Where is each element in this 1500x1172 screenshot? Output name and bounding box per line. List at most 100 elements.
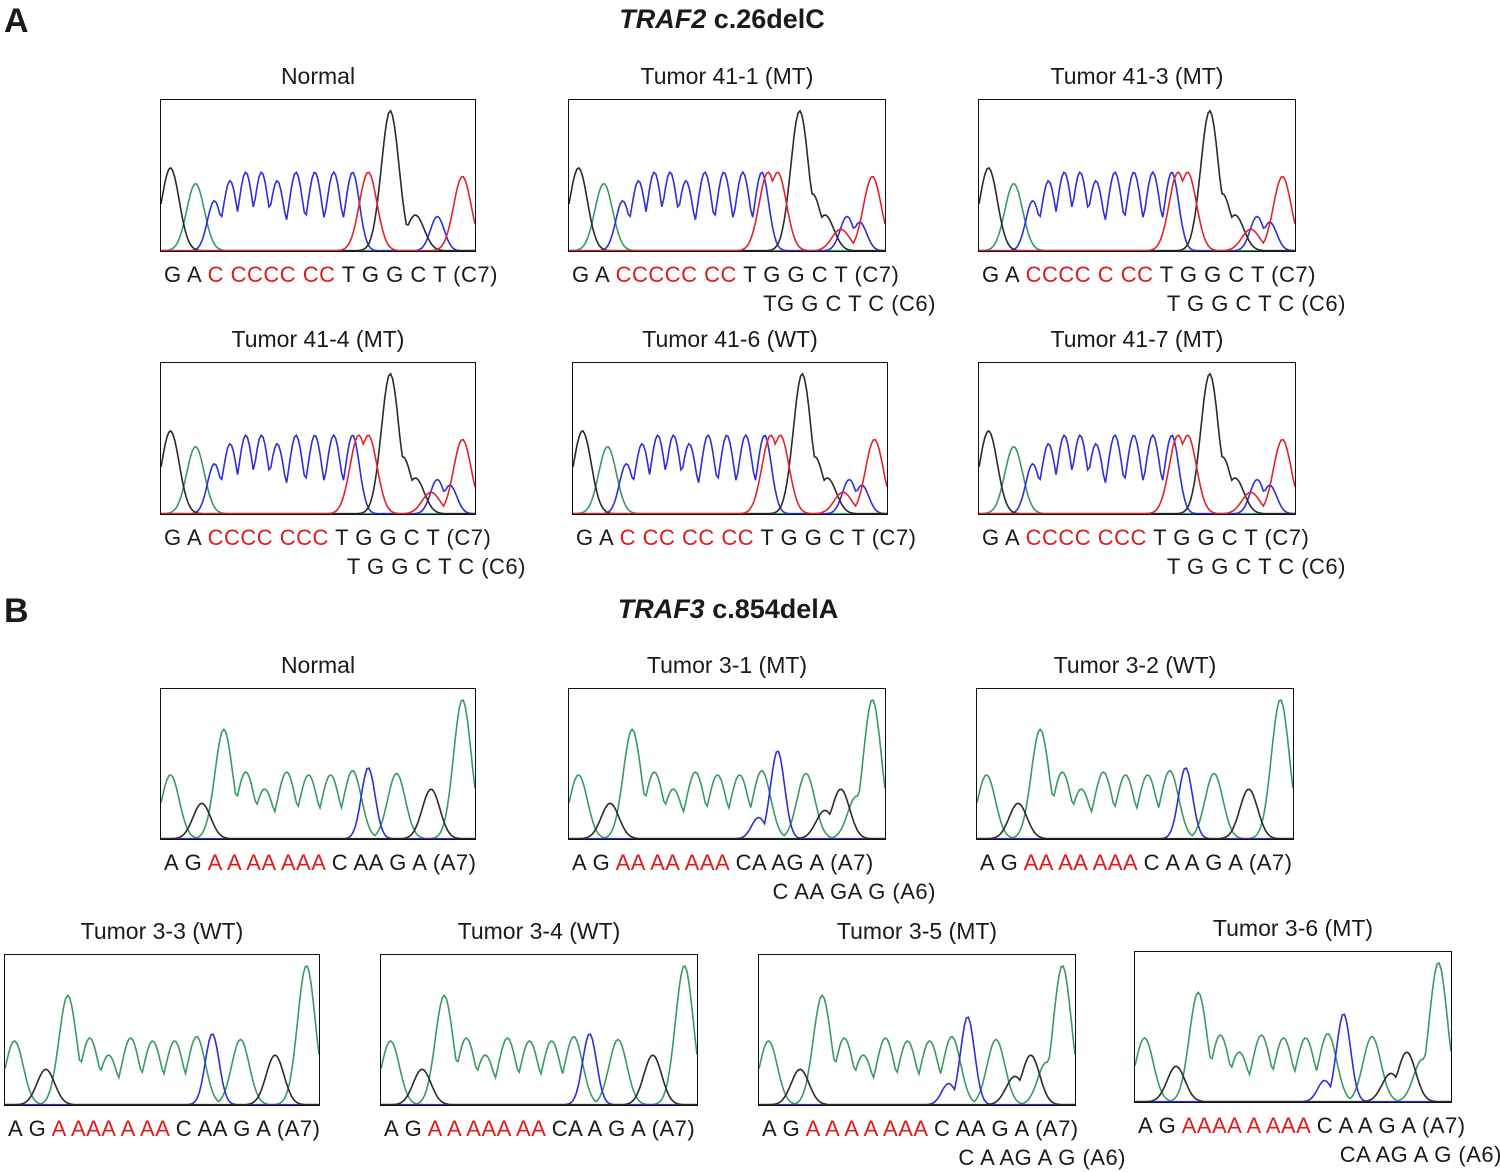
chromatogram-box (978, 99, 1296, 252)
chromatogram-trace (977, 699, 1293, 839)
sequence-suffix: T G G C T (C7) (736, 262, 900, 287)
chromatogram-box (572, 362, 888, 515)
trace-c (161, 170, 475, 251)
chromatogram-trace (5, 965, 319, 1105)
sequence-repeat: AA AA AAA (615, 850, 729, 875)
chromatogram-title: Tumor 41-6 (WT) (642, 326, 818, 352)
chromatogram-title: Tumor 3-6 (MT) (1212, 915, 1374, 941)
chromatogram-title: Tumor 41-3 (MT) (1050, 63, 1224, 89)
trace-a (569, 699, 885, 839)
sequence-suffix: C AA G A (A7) (169, 1116, 321, 1141)
trace-t (979, 434, 1295, 514)
gene-name: TRAF2 (619, 4, 707, 34)
trace-g (569, 788, 885, 839)
chromatogram-box (568, 99, 886, 252)
chromatogram-title: Tumor 41-7 (MT) (1050, 326, 1224, 352)
sequence-line-mutant: C A AG A G (A6) (958, 1145, 1126, 1170)
sequence-line: G A C CC CC CC T G G C T (C7) (576, 525, 917, 551)
sequence-suffix: C AA G A (A7) (325, 850, 477, 875)
sequence-line: A G AA AA AAA C A A G A (A7) (980, 850, 1292, 876)
chromatogram-title: Tumor 3-4 (WT) (457, 918, 621, 944)
sequence-line: A G AA AA AAA CA AG A (A7) (572, 850, 874, 876)
sequence-line-mutant: T G G C T C (C6) (346, 554, 526, 579)
trace-t (573, 434, 887, 514)
chromatogram-trace (161, 699, 475, 839)
chromatogram-box (160, 99, 476, 252)
sequence-repeat: CCCC CCC (207, 525, 329, 550)
sequence-repeat: CCCCC CC (615, 262, 737, 287)
sequence-repeat: A A AAA AA (427, 1116, 546, 1141)
sequence-line: G A CCCC CCC T G G C T (C7) (164, 525, 491, 551)
sequence-prefix: A G (1138, 1113, 1182, 1138)
chromatogram-title: Tumor 41-1 (MT) (640, 63, 814, 89)
sequence-prefix: A G (980, 850, 1024, 875)
chromatogram-trace (979, 109, 1295, 251)
chromatogram-box (976, 688, 1294, 840)
sequence-line: G A CCCC CCC T G G C T (C7) (982, 525, 1309, 551)
trace-t (161, 171, 475, 251)
chromatogram-trace (161, 372, 475, 514)
trace-c (1135, 1013, 1451, 1102)
sequence-line: G A CCCC C CC T G G C T (C7) (982, 262, 1316, 288)
sequence-suffix: T G G C T (C7) (335, 262, 498, 287)
sequence-repeat: AA AA AAA (1023, 850, 1137, 875)
chromatogram-box (380, 954, 698, 1106)
sequence-line-mutant: T G G C T C (C6) (1166, 554, 1346, 579)
chromatogram-trace (569, 699, 885, 839)
chromatogram-title: Tumor 3-1 (MT) (646, 652, 808, 678)
chromatogram-box (160, 688, 476, 840)
sequence-suffix: T G G C T (C7) (1146, 525, 1310, 550)
sequence-line: A G A A AA AAA C AA G A (A7) (164, 850, 476, 876)
trace-c (979, 170, 1295, 251)
sequence-suffix: CA AG A (A7) (728, 850, 874, 875)
sequence-repeat: CCCC C CC (1025, 262, 1154, 287)
chromatogram-trace (759, 965, 1075, 1105)
trace-t (569, 171, 885, 251)
sequence-prefix: A G (384, 1116, 428, 1141)
gene-name: TRAF3 (617, 594, 705, 624)
trace-a (5, 965, 319, 1105)
sequence-suffix: C A A G A (A7) (1136, 850, 1293, 875)
trace-g (161, 788, 475, 839)
sequence-repeat: A A AA AAA (207, 850, 326, 875)
trace-c (569, 750, 885, 839)
chromatogram-title: Tumor 3-2 (WT) (1053, 652, 1217, 678)
chromatogram-trace (979, 372, 1295, 514)
chromatogram-title: Normal (280, 652, 356, 678)
sequence-line: A G A A AAA AA CA A G A (A7) (384, 1116, 695, 1142)
sequence-repeat: AAAA A AAA (1181, 1113, 1311, 1138)
section-b-title: TRAF3 c.854delA (618, 594, 839, 625)
sequence-line: G A CCCCC CC T G G C T (C7) (572, 262, 899, 288)
trace-g (1135, 1051, 1451, 1102)
sequence-repeat: A A A A AAA (805, 1116, 928, 1141)
sequence-line: G A C CCCC CC T G G C T (C7) (164, 262, 498, 288)
sequence-prefix: A G (8, 1116, 52, 1141)
trace-a (161, 699, 475, 839)
trace-c (569, 170, 885, 251)
chromatogram-box (1134, 951, 1452, 1103)
trace-a (1135, 962, 1451, 1102)
sequence-suffix: T G G C T (C7) (328, 525, 492, 550)
mutation-name: c.26delC (713, 4, 825, 34)
mutation-name: c.854delA (712, 594, 839, 624)
sequence-suffix: T G G C T (C7) (754, 525, 917, 550)
sequence-line-mutant: CA AG A G (A6) (1339, 1142, 1500, 1167)
trace-c (161, 433, 475, 514)
sequence-prefix: G A (576, 525, 620, 550)
trace-t (161, 434, 475, 514)
panel-label-a: A (4, 2, 29, 40)
sequence-prefix: A G (762, 1116, 806, 1141)
sequence-line: A G A A A A AAA C AA G A (A7) (762, 1116, 1079, 1142)
chromatogram-trace (1135, 962, 1451, 1102)
chromatogram-title: Tumor 3-5 (MT) (836, 918, 998, 944)
sequence-repeat: C CC CC CC (619, 525, 755, 550)
trace-a (977, 699, 1293, 839)
chromatogram-trace (161, 109, 475, 251)
trace-g (977, 788, 1293, 839)
sequence-prefix: G A (982, 525, 1026, 550)
sequence-prefix: G A (982, 262, 1026, 287)
sequence-suffix: T G G C T (C7) (1153, 262, 1316, 287)
chromatogram-box (160, 362, 476, 515)
chromatogram-title: Tumor 41-4 (MT) (231, 326, 405, 352)
sequence-prefix: A G (164, 850, 208, 875)
